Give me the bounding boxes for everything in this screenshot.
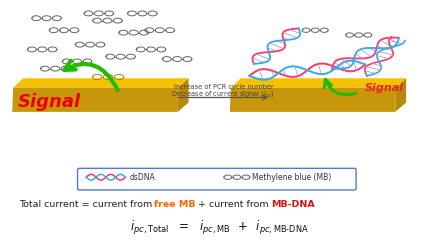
Text: dsDNA: dsDNA xyxy=(130,173,155,182)
Text: $\it{i}$$_{\it{pc}\mathrm{,Total}}$  $=$  $\it{i}$$_{\it{pc}\mathrm{,MB}}$  $+$ : $\it{i}$$_{\it{pc}\mathrm{,Total}}$ $=$ … xyxy=(130,219,308,237)
Text: free MB: free MB xyxy=(154,200,196,209)
Text: Signal: Signal xyxy=(18,93,81,111)
Polygon shape xyxy=(12,88,179,112)
Polygon shape xyxy=(178,78,188,112)
Polygon shape xyxy=(230,88,396,112)
Text: Signal: Signal xyxy=(365,83,404,93)
Polygon shape xyxy=(13,78,188,88)
Polygon shape xyxy=(231,78,406,88)
Text: + current from: + current from xyxy=(195,200,272,209)
Text: Decrease of current signal ($i_{pc}$): Decrease of current signal ($i_{pc}$) xyxy=(171,89,276,101)
Text: Total current = current from: Total current = current from xyxy=(19,200,155,209)
Text: Methylene blue (MB): Methylene blue (MB) xyxy=(252,173,331,182)
Text: Increase of PCR cycle number: Increase of PCR cycle number xyxy=(173,84,273,90)
FancyBboxPatch shape xyxy=(78,168,356,190)
Polygon shape xyxy=(395,78,406,112)
Text: MB-DNA: MB-DNA xyxy=(272,200,315,209)
